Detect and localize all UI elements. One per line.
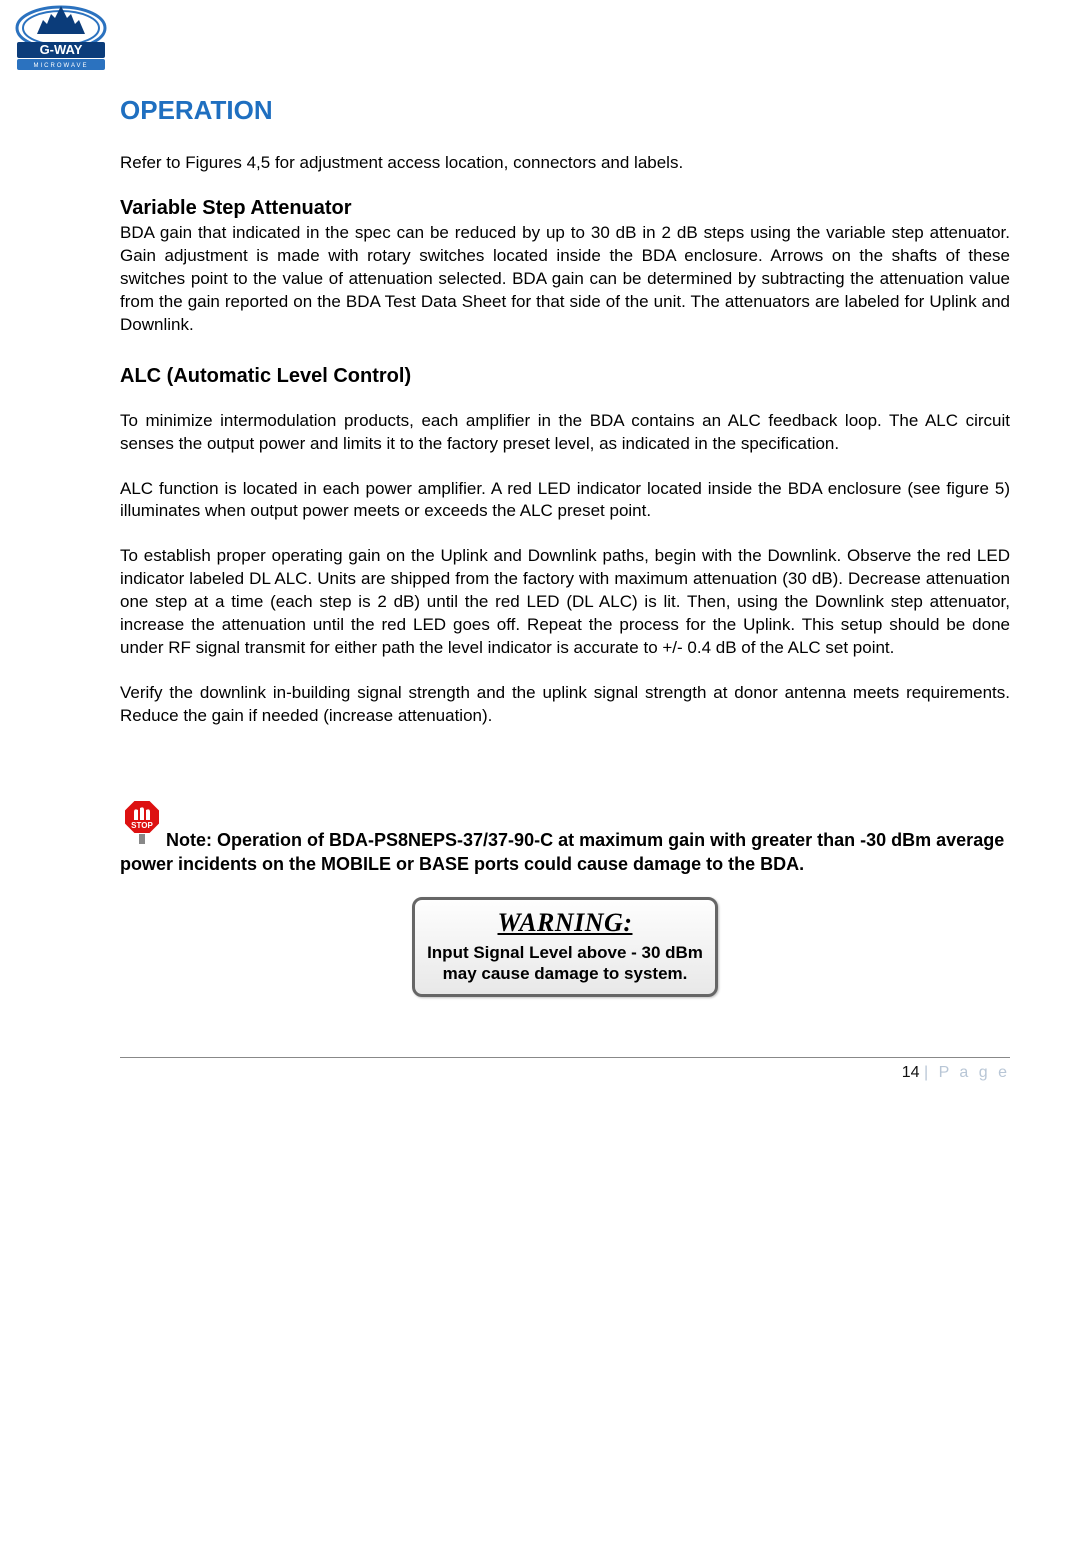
warning-text: Input Signal Level above - 30 dBm may ca…	[425, 942, 705, 985]
section-vsa-title: Variable Step Attenuator	[120, 197, 1010, 220]
section-alc-p2: ALC function is located in each power am…	[120, 478, 1010, 524]
section-alc-p1: To minimize intermodulation products, ea…	[120, 410, 1010, 456]
svg-text:STOP: STOP	[131, 821, 153, 830]
warning-title: WARNING:	[425, 908, 705, 938]
page-number: 14	[902, 1064, 920, 1081]
brand-logo: G-WAY MICROWAVE	[15, 0, 107, 72]
section-alc-p4: Verify the downlink in-building signal s…	[120, 682, 1010, 728]
section-vsa-body: BDA gain that indicated in the spec can …	[120, 222, 1010, 337]
section-alc-title: ALC (Automatic Level Control)	[120, 365, 1010, 388]
page-footer: 14 | P a g e	[120, 1057, 1010, 1082]
note-block: STOP Note: Operation of BDA-PS8NEPS-37/3…	[120, 798, 1010, 877]
section-alc-p3: To establish proper operating gain on th…	[120, 545, 1010, 660]
logo-top-text: G-WAY	[40, 42, 83, 57]
warning-box: WARNING: Input Signal Level above - 30 d…	[412, 897, 718, 998]
intro-text: Refer to Figures 4,5 for adjustment acce…	[120, 152, 1010, 175]
page-heading: OPERATION	[120, 95, 1010, 126]
page-label: P a g e	[939, 1064, 1010, 1081]
stop-icon: STOP	[120, 798, 164, 852]
logo-bottom-text: MICROWAVE	[34, 63, 89, 69]
note-text: Note: Operation of BDA-PS8NEPS-37/37-90-…	[120, 830, 1004, 874]
